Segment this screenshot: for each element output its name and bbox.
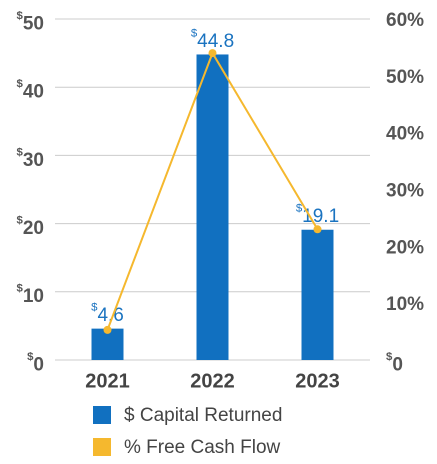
y2-tick-label: $0	[386, 351, 403, 376]
y-tick-label: $10	[17, 283, 44, 308]
x-tick-label: 2023	[295, 370, 340, 392]
y2-tick-label: 10%	[386, 294, 424, 315]
legend-swatch	[93, 438, 111, 456]
data-label: $4.6	[91, 302, 124, 327]
x-tick-label: 2021	[85, 370, 130, 392]
data-label: $44.8	[191, 27, 234, 52]
y-tick-label: $50	[17, 10, 44, 35]
x-tick-label: 2022	[190, 370, 235, 392]
line-point	[103, 325, 112, 334]
y2-tick-label: 50%	[386, 67, 424, 88]
bar	[301, 229, 334, 360]
y-tick-label: $0	[27, 351, 44, 376]
bar	[196, 54, 229, 361]
legend-swatch	[93, 406, 111, 424]
y-tick-label: $20	[17, 214, 44, 239]
line-point	[208, 49, 217, 58]
y-tick-label: $40	[17, 78, 44, 103]
data-label: $19.1	[296, 203, 339, 228]
y2-tick-label: 20%	[386, 237, 424, 258]
y-tick-label: $30	[17, 146, 44, 171]
legend-label: $ Capital Returned	[124, 405, 282, 426]
y2-tick-label: 60%	[386, 10, 424, 31]
legend-label: % Free Cash Flow	[124, 437, 281, 458]
line-point	[313, 225, 322, 234]
y2-tick-label: 30%	[386, 181, 424, 202]
y2-tick-label: 40%	[386, 124, 424, 145]
